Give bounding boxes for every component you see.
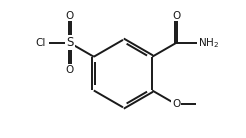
Text: NH$_2$: NH$_2$	[198, 36, 219, 50]
Text: O: O	[172, 11, 180, 21]
Text: Cl: Cl	[36, 38, 46, 48]
Text: O: O	[66, 11, 74, 21]
Text: O: O	[66, 65, 74, 75]
Text: O: O	[172, 99, 180, 109]
Text: S: S	[66, 36, 74, 49]
